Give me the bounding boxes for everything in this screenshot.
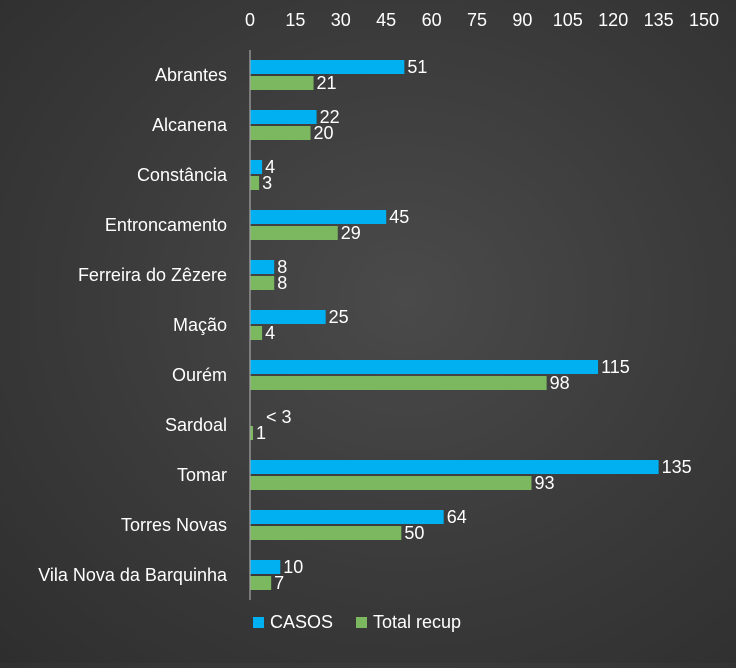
bar-total-recup [250, 376, 547, 390]
x-tick-label: 135 [644, 10, 674, 30]
data-label-casos: 135 [662, 457, 692, 477]
legend-label-total-recup: Total recup [373, 612, 461, 632]
bar-casos [250, 310, 326, 324]
x-tick-label: 150 [689, 10, 719, 30]
data-label-total-recup: 20 [314, 123, 334, 143]
data-label-total-recup: 3 [262, 173, 272, 193]
data-label-total-recup: 7 [274, 573, 284, 593]
data-label-casos: 25 [329, 307, 349, 327]
bar-total-recup [250, 326, 263, 340]
data-label-total-recup: 98 [550, 373, 570, 393]
category-label: Constância [137, 165, 228, 185]
legend: CASOS Total recup [253, 612, 461, 632]
bar-total-recup [250, 126, 311, 140]
bar-total-recup [250, 576, 272, 590]
data-label-casos: 45 [389, 207, 409, 227]
x-tick-label: 75 [467, 10, 487, 30]
data-label-total-recup: 29 [341, 223, 361, 243]
x-tick-label: 30 [331, 10, 351, 30]
data-label-casos: 22 [320, 107, 340, 127]
legend-swatch-total-recup [356, 617, 367, 628]
data-label-casos: < 3 [266, 407, 292, 427]
bar-casos [250, 510, 444, 524]
data-label-casos: 8 [277, 257, 287, 277]
data-label-total-recup: 4 [265, 323, 275, 343]
data-label-total-recup: 21 [317, 73, 337, 93]
x-tick-label: 15 [285, 10, 305, 30]
data-label-casos: 51 [407, 57, 427, 77]
bar-casos [250, 110, 317, 124]
data-label-casos: 64 [447, 507, 467, 527]
x-tick-label: 45 [376, 10, 396, 30]
data-label-casos: 115 [601, 357, 630, 377]
category-label: Ferreira do Zêzere [78, 265, 227, 285]
bar-total-recup [250, 226, 338, 240]
category-label: Abrantes [155, 65, 227, 85]
category-label: Sardoal [165, 415, 227, 435]
data-label-total-recup: 1 [256, 423, 266, 443]
legend-swatch-casos [253, 617, 264, 628]
x-tick-label: 90 [512, 10, 532, 30]
data-label-casos: 4 [265, 157, 275, 177]
category-label: Alcanena [152, 115, 228, 135]
data-label-casos: 10 [283, 557, 303, 577]
bars [250, 60, 659, 590]
category-label: Torres Novas [121, 515, 227, 535]
category-label: Vila Nova da Barquinha [38, 565, 228, 585]
x-tick-label: 0 [245, 10, 255, 30]
category-label: Mação [173, 315, 227, 335]
category-label: Tomar [177, 465, 227, 485]
category-labels: Abrantes Alcanena Constância Entroncamento F… [38, 65, 228, 585]
category-label: Entroncamento [105, 215, 227, 235]
bar-total-recup [250, 476, 532, 490]
x-tick-label: 120 [598, 10, 628, 30]
data-label-total-recup: 8 [277, 273, 287, 293]
x-axis-ticks: 0 15 30 45 60 75 90 105 120 135 150 [245, 10, 719, 30]
bar-total-recup [250, 176, 260, 190]
bar-total-recup [250, 276, 275, 290]
x-tick-label: 105 [553, 10, 583, 30]
bar-casos [250, 60, 405, 74]
bar-casos [250, 360, 599, 374]
bar-total-recup [250, 76, 314, 90]
x-tick-label: 60 [422, 10, 442, 30]
bar-casos [250, 260, 275, 274]
bar-casos [250, 160, 263, 174]
category-label: Ourém [172, 365, 227, 385]
bar-casos [250, 560, 281, 574]
bar-total-recup [250, 526, 402, 540]
bar-total-recup [250, 426, 254, 440]
legend-label-casos: CASOS [270, 612, 333, 632]
data-label-total-recup: 93 [534, 473, 554, 493]
data-label-total-recup: 50 [404, 523, 424, 543]
bar-casos [250, 210, 387, 224]
bar-casos [250, 460, 659, 474]
